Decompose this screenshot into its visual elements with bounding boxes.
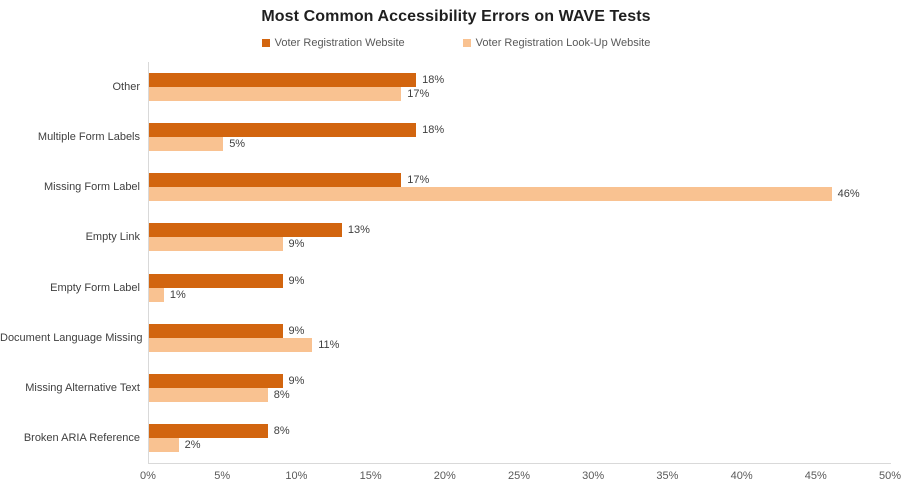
- bar: [149, 287, 164, 302]
- x-axis-tick-label: 15%: [359, 470, 382, 482]
- category-label: Document Language Missing: [0, 331, 143, 344]
- value-label: 8%: [273, 388, 290, 401]
- x-axis-tick-label: 5%: [214, 470, 231, 482]
- category-label: Multiple Form Labels: [37, 131, 140, 144]
- bar: [149, 187, 832, 202]
- x-axis-tick-label: 35%: [656, 470, 679, 482]
- legend-swatch-icon: [462, 39, 471, 47]
- bar: [149, 387, 268, 402]
- bar: [149, 423, 268, 438]
- x-axis-tick-label: 25%: [507, 470, 531, 482]
- plot-area: 18% 17% 18% 5% 17% 46% 13% 9% 9% 1% 9% 11% 9% 8% 8% 2%: [148, 62, 891, 464]
- category-label: Other: [112, 81, 140, 93]
- category-label: Broken ARIA Reference: [23, 431, 140, 444]
- bar: [149, 437, 179, 452]
- x-axis-tick-label: 40%: [730, 470, 753, 482]
- bar: [149, 123, 417, 138]
- legend-label: Voter Registration Look-Up Website: [475, 37, 651, 49]
- chart-legend: Voter Registration Website Voter Registr…: [0, 37, 912, 49]
- x-axis-tick-label: 20%: [433, 470, 456, 482]
- bar: [149, 273, 283, 288]
- category-label: Missing Form Label: [44, 181, 140, 194]
- value-label: 46%: [837, 188, 860, 201]
- x-axis-tick-label: 30%: [582, 470, 605, 482]
- value-label: 1%: [169, 288, 186, 301]
- x-axis-tick-label: 10%: [285, 470, 308, 482]
- bar: [149, 323, 283, 338]
- category-label: Empty Form Label: [50, 281, 140, 294]
- value-label: 18%: [422, 74, 445, 87]
- bar: [149, 87, 402, 102]
- bar: [149, 337, 313, 352]
- chart-title: Most Common Accessibility Errors on WAVE…: [261, 8, 651, 25]
- legend-item-voter-registration-lookup-website: Voter Registration Look-Up Website: [462, 37, 651, 49]
- bar: [149, 373, 283, 388]
- bar: [149, 237, 283, 252]
- value-label: 9%: [288, 324, 305, 337]
- legend-label: Voter Registration Website: [274, 37, 405, 49]
- bar: [149, 223, 342, 238]
- value-label: 9%: [288, 238, 305, 251]
- value-label: 5%: [229, 138, 246, 151]
- bar: [149, 73, 417, 88]
- x-axis-tick-label: 0%: [140, 470, 156, 482]
- value-label: 2%: [184, 438, 201, 451]
- value-label: 9%: [288, 374, 305, 387]
- value-label: 13%: [347, 224, 370, 237]
- category-label: Missing Alternative Text: [25, 381, 140, 394]
- category-label: Empty Link: [85, 231, 140, 244]
- value-label: 9%: [288, 274, 305, 287]
- legend-swatch-icon: [261, 39, 270, 47]
- value-label: 18%: [422, 124, 445, 137]
- value-label: 8%: [273, 424, 290, 437]
- value-label: 11%: [318, 338, 340, 351]
- value-label: 17%: [407, 174, 430, 187]
- x-axis-tick-label: 50%: [878, 470, 902, 482]
- bar: [149, 173, 402, 188]
- bar: [149, 137, 224, 152]
- legend-item-voter-registration-website: Voter Registration Website: [261, 37, 405, 49]
- x-axis-tick-label: 45%: [804, 470, 827, 482]
- value-label: 17%: [407, 88, 430, 101]
